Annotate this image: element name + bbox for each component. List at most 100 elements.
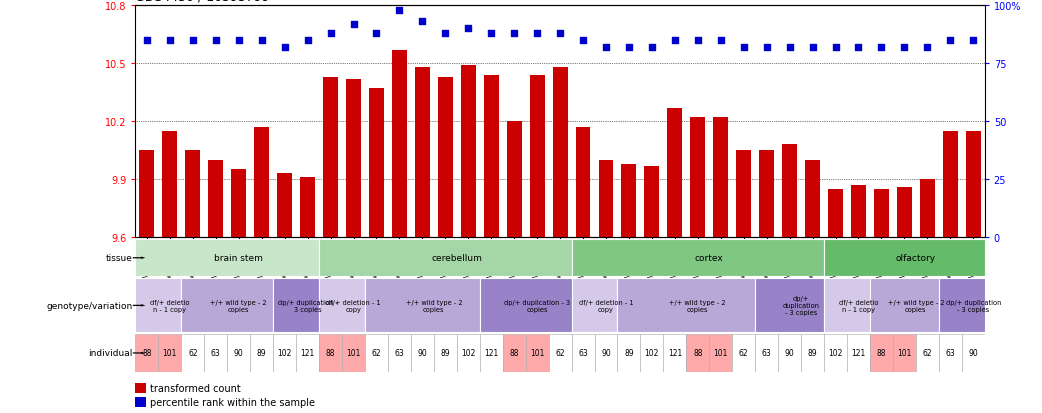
Point — [184, 38, 201, 44]
Bar — [163, 131, 177, 237]
Bar — [319, 335, 342, 372]
Text: transformed count: transformed count — [150, 383, 241, 393]
Text: 88: 88 — [693, 349, 702, 358]
Text: dp/+ duplication - 3
copies: dp/+ duplication - 3 copies — [504, 299, 570, 312]
Point — [299, 38, 316, 44]
Bar — [208, 160, 223, 237]
Bar — [870, 279, 939, 332]
Bar — [319, 240, 572, 277]
Bar — [273, 279, 319, 332]
Text: 89: 89 — [624, 349, 634, 358]
Point — [965, 38, 982, 44]
Point — [736, 45, 752, 51]
Bar — [479, 279, 572, 332]
Bar — [323, 78, 338, 237]
Text: dp/+ duplication -
3 copies: dp/+ duplication - 3 copies — [277, 299, 338, 312]
Bar — [664, 335, 687, 372]
Bar — [461, 66, 476, 237]
Text: 90: 90 — [418, 349, 427, 358]
Point — [139, 38, 155, 44]
Bar — [824, 279, 870, 332]
Point — [437, 31, 453, 37]
Bar — [687, 335, 710, 372]
Bar — [847, 335, 870, 372]
Bar — [691, 118, 705, 237]
Bar — [778, 335, 801, 372]
Text: 101: 101 — [714, 349, 728, 358]
Bar — [411, 335, 433, 372]
Text: 88: 88 — [142, 349, 152, 358]
Bar — [254, 128, 269, 237]
Point — [368, 31, 384, 37]
Bar — [204, 335, 227, 372]
Text: df/+ deletio
n - 1 copy: df/+ deletio n - 1 copy — [839, 299, 878, 312]
Text: 121: 121 — [851, 349, 866, 358]
Bar — [939, 279, 985, 332]
Point — [690, 38, 706, 44]
Point — [207, 38, 224, 44]
Point — [873, 45, 890, 51]
Bar — [916, 335, 939, 372]
Bar — [824, 240, 985, 277]
Bar — [595, 335, 618, 372]
Text: 102: 102 — [645, 349, 660, 358]
Text: individual: individual — [88, 349, 132, 358]
Text: 63: 63 — [210, 349, 221, 358]
Bar — [552, 68, 568, 237]
Point — [528, 31, 545, 37]
Bar — [140, 151, 154, 237]
Bar — [966, 131, 981, 237]
Point — [713, 38, 729, 44]
Bar — [828, 189, 843, 237]
Text: cerebellum: cerebellum — [431, 254, 482, 263]
Point — [391, 7, 407, 14]
Bar — [618, 279, 755, 332]
Text: 101: 101 — [897, 349, 912, 358]
Point — [621, 45, 638, 51]
Bar — [893, 335, 916, 372]
Point — [162, 38, 178, 44]
Point — [942, 38, 959, 44]
Bar — [227, 335, 250, 372]
Bar — [342, 335, 365, 372]
Point — [276, 45, 293, 51]
Bar — [346, 79, 361, 237]
Text: +/+ wild type - 2
copies: +/+ wild type - 2 copies — [405, 299, 463, 312]
Text: 62: 62 — [555, 349, 565, 358]
Text: 63: 63 — [945, 349, 956, 358]
Bar — [874, 189, 889, 237]
Bar — [438, 78, 453, 237]
Bar — [277, 174, 292, 237]
Bar — [181, 279, 273, 332]
Bar — [296, 335, 319, 372]
Text: 102: 102 — [461, 349, 475, 358]
Bar — [300, 178, 315, 237]
Bar — [502, 335, 525, 372]
Text: 63: 63 — [762, 349, 771, 358]
Bar — [641, 335, 664, 372]
Text: cortex: cortex — [695, 254, 723, 263]
Point — [850, 45, 867, 51]
Bar — [135, 335, 158, 372]
Bar — [621, 164, 637, 237]
Text: olfactory: olfactory — [896, 254, 936, 263]
Point — [322, 31, 339, 37]
Bar — [185, 151, 200, 237]
Bar — [920, 180, 935, 237]
Text: 89: 89 — [257, 349, 267, 358]
Bar — [319, 279, 365, 332]
Text: genotype/variation: genotype/variation — [46, 301, 132, 310]
Text: 89: 89 — [808, 349, 817, 358]
Point — [759, 45, 775, 51]
Bar — [755, 279, 824, 332]
Bar — [598, 160, 614, 237]
Point — [345, 21, 362, 28]
Bar — [824, 335, 847, 372]
Bar — [392, 50, 406, 237]
Text: 89: 89 — [441, 349, 450, 358]
Bar — [181, 335, 204, 372]
Text: 90: 90 — [785, 349, 794, 358]
Point — [230, 38, 247, 44]
Bar — [737, 151, 751, 237]
Point — [667, 38, 684, 44]
